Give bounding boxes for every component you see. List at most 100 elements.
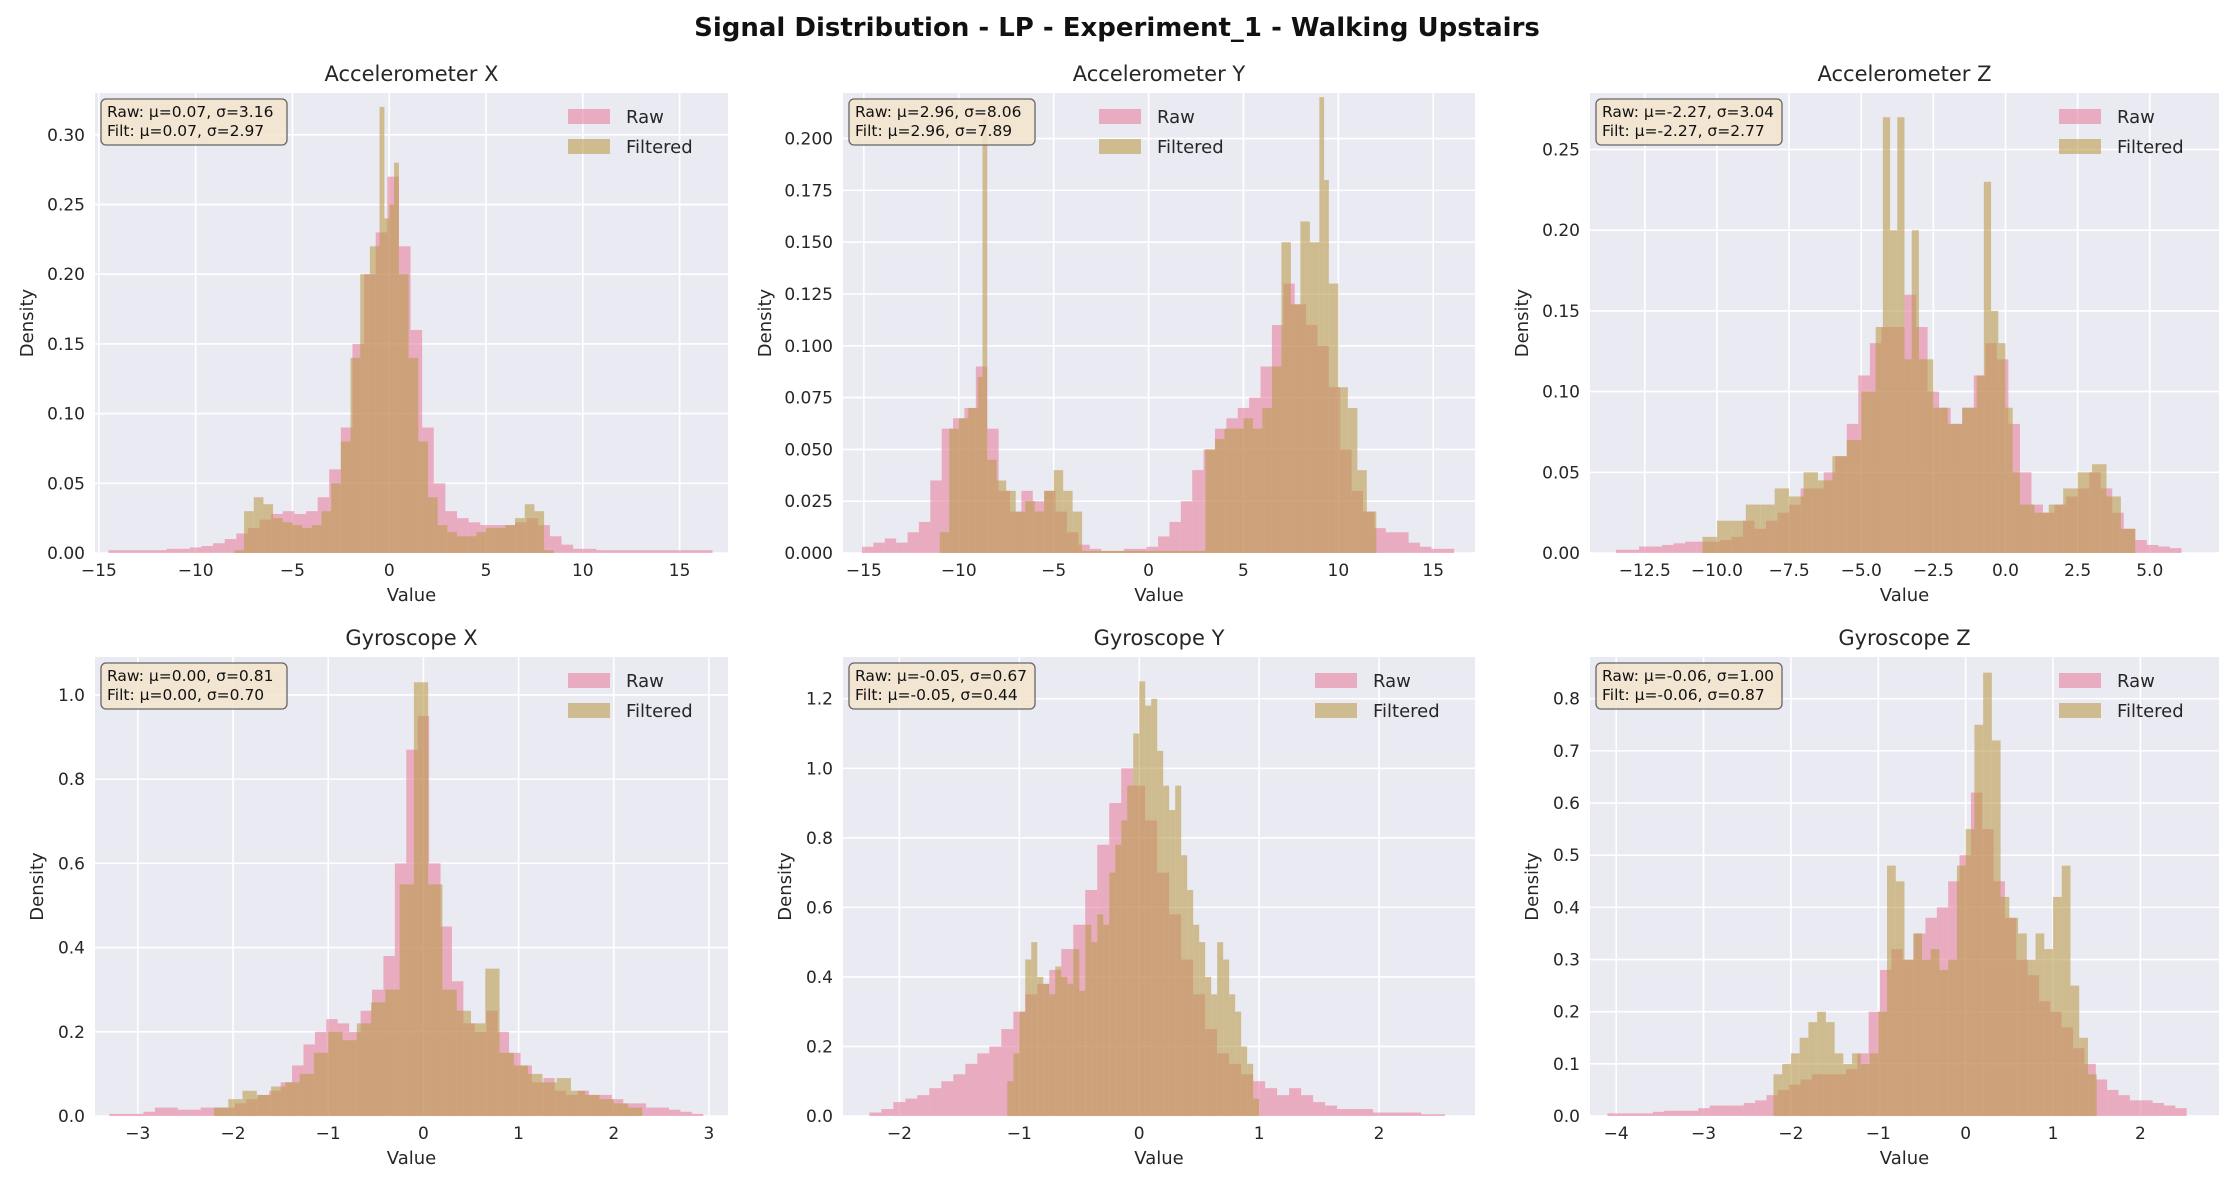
x-tick-label: −12.5 xyxy=(1619,561,1671,581)
x-tick-label: −7.5 xyxy=(1768,561,1809,581)
filtered-bar xyxy=(2070,985,2080,1116)
raw-bar xyxy=(689,550,701,553)
raw-bar xyxy=(1313,1102,1326,1116)
x-axis-label: Value xyxy=(1134,1148,1183,1169)
raw-bar xyxy=(143,550,156,553)
subplot-title: Gyroscope Z xyxy=(1838,626,1970,650)
x-tick-label: −5 xyxy=(280,561,305,581)
x-tick-label: −3 xyxy=(125,1124,150,1144)
filtered-bar xyxy=(1774,488,1790,553)
filtered-bar xyxy=(1043,983,1050,1116)
series-filtered xyxy=(939,97,1377,553)
legend: Raw Filtered xyxy=(568,671,693,722)
x-tick-label: 15 xyxy=(669,561,691,581)
filtered-bar xyxy=(1878,1011,1888,1116)
raw-bar xyxy=(631,550,643,553)
x-tick-label: 2 xyxy=(1374,1124,1385,1144)
filtered-bar xyxy=(2053,896,2062,1116)
raw-bar xyxy=(120,550,132,553)
legend: Raw Filtered xyxy=(1099,107,1224,158)
filtered-bar xyxy=(1799,1037,1809,1116)
y-tick-label: 0.2 xyxy=(806,1037,833,1057)
raw-bar xyxy=(596,550,608,553)
raw-bar xyxy=(132,1113,144,1116)
filtered-bar xyxy=(958,418,969,553)
filtered-bar xyxy=(1338,387,1348,553)
legend-swatch-filtered xyxy=(568,139,610,154)
y-tick-label: 0.8 xyxy=(1553,690,1580,710)
raw-bar xyxy=(2163,1105,2176,1116)
filtered-bar xyxy=(542,1082,557,1116)
filtered-bar xyxy=(1290,304,1301,553)
raw-bar xyxy=(1755,1100,1767,1116)
x-tick-label: −1 xyxy=(1866,1124,1891,1144)
filtered-bar xyxy=(1817,480,1833,553)
y-tick-label: 0.5 xyxy=(1553,846,1580,866)
filtered-bar xyxy=(1243,418,1253,553)
raw-bar xyxy=(1709,1105,1722,1116)
filtered-bar xyxy=(513,1065,529,1116)
raw-bar xyxy=(989,1046,1002,1116)
y-tick-label: 0.2 xyxy=(58,1023,85,1043)
y-tick-label: 0.100 xyxy=(784,337,833,357)
raw-bar xyxy=(2158,546,2170,553)
filtered-bar xyxy=(1834,1053,1844,1116)
filtered-bar xyxy=(982,117,988,553)
filtered-bar xyxy=(244,511,254,553)
legend-label-raw: Raw xyxy=(626,671,664,692)
raw-bar xyxy=(433,483,446,553)
x-tick-label: −5.0 xyxy=(1841,561,1882,581)
raw-bar xyxy=(1325,1105,1338,1116)
filtered-bar xyxy=(399,884,414,1116)
filtered-bar xyxy=(428,884,443,1116)
y-tick-label: 0.050 xyxy=(784,440,833,460)
filtered-bar xyxy=(342,1040,357,1116)
y-tick-label: 0.1 xyxy=(1553,1055,1580,1075)
filtered-bar xyxy=(1205,449,1215,553)
filtered-bar xyxy=(1962,407,1977,553)
raw-bar xyxy=(861,546,874,553)
filtered-bar xyxy=(505,525,516,553)
x-tick-label: −3 xyxy=(1691,1124,1716,1144)
y-tick-label: 0.3 xyxy=(1553,951,1580,971)
raw-bar xyxy=(930,480,942,553)
raw-bar xyxy=(2152,1102,2164,1116)
filtered-bar xyxy=(1773,1074,1783,1116)
filtered-bar xyxy=(413,682,429,1116)
filtered-bar xyxy=(1897,117,1905,553)
raw-bar xyxy=(1766,1095,1778,1116)
x-tick-label: 0.0 xyxy=(1992,561,2019,581)
y-tick-label: 0.20 xyxy=(1542,221,1580,241)
filtered-bar xyxy=(1214,439,1225,553)
filtered-bar xyxy=(242,1090,257,1116)
y-tick-label: 0.0 xyxy=(58,1107,85,1127)
stats-text-line: Filt: μ=2.96, σ=7.89 xyxy=(855,122,1012,140)
filtered-bar xyxy=(628,1107,643,1116)
y-tick-label: 0.05 xyxy=(1542,463,1580,483)
legend-label-raw: Raw xyxy=(2117,107,2155,128)
y-tick-label: 0.0 xyxy=(806,1107,833,1127)
x-tick-label: 5 xyxy=(481,561,492,581)
filtered-bar xyxy=(1031,942,1038,1116)
filtered-bar xyxy=(1948,959,1957,1116)
filtered-bar xyxy=(213,1107,229,1116)
raw-bar xyxy=(177,1109,190,1116)
filtered-bar xyxy=(476,532,487,553)
raw-bar xyxy=(120,1113,133,1116)
y-tick-label: 0.0 xyxy=(1553,1107,1580,1127)
filtered-bar xyxy=(1328,283,1339,553)
raw-bar xyxy=(1630,1113,1642,1116)
raw-bar xyxy=(1675,1110,1687,1116)
subplot-2: −15 −10 −5 0 5 10 15 0.000 0.025 0.050 0.075 0.100 0… xyxy=(755,62,1475,606)
filtered-bar xyxy=(1145,705,1152,1116)
raw-bar xyxy=(881,1109,894,1116)
filtered-bar xyxy=(2035,933,2045,1116)
stats-text-line: Filt: μ=-0.06, σ=0.87 xyxy=(1602,686,1765,704)
raw-bar xyxy=(896,542,908,553)
stats-text-line: Raw: μ=0.07, σ=3.16 xyxy=(107,103,273,121)
filtered-bar xyxy=(1983,181,1992,553)
filtered-bar xyxy=(2120,528,2136,553)
